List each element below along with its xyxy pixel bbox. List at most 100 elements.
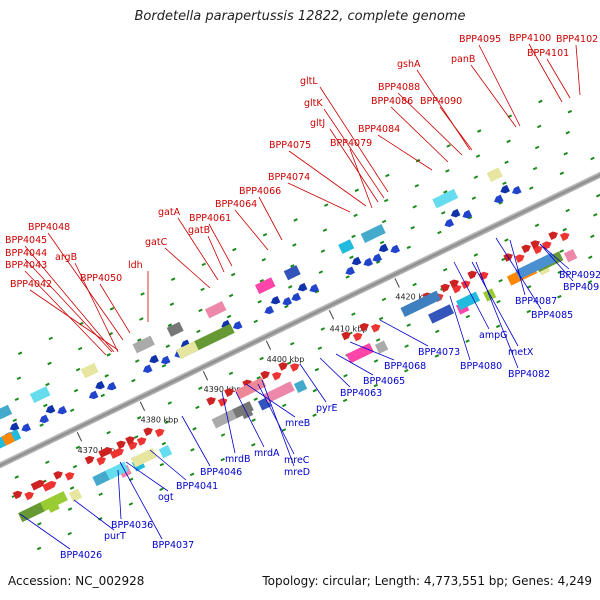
- leader-line-bottom: [181, 415, 211, 467]
- grid-dash: [198, 308, 203, 313]
- gene-label-top: BPP4101: [527, 48, 569, 59]
- gene-label-top: gatC: [145, 237, 168, 248]
- gene-arrow: [116, 440, 126, 450]
- grid-dash: [323, 203, 329, 207]
- grid-dash: [198, 386, 203, 390]
- grid-dash: [495, 324, 501, 329]
- grid-dash: [72, 464, 78, 469]
- leader-line-top: [390, 106, 449, 163]
- grid-dash: [73, 388, 79, 393]
- grid-dash: [476, 129, 482, 133]
- grid-dash: [134, 359, 140, 363]
- grid-dash: [498, 278, 503, 283]
- gene-arrow: [530, 240, 540, 249]
- leader-line-top: [47, 232, 124, 341]
- gene-arrow: [95, 380, 105, 390]
- grid-dash: [106, 353, 111, 357]
- gene-label-top: gatB: [188, 225, 210, 236]
- gene-label-bottom: BPP4063: [340, 388, 382, 399]
- gene-arrow: [352, 332, 363, 342]
- grid-dash: [351, 234, 356, 239]
- leader-line-top: [397, 92, 463, 156]
- gene-block: [0, 404, 13, 420]
- grid-dash: [446, 144, 451, 148]
- gene-block: [176, 341, 199, 359]
- gene-block: [283, 265, 301, 281]
- grid-dash: [318, 270, 324, 274]
- gene-block: [234, 377, 267, 400]
- leader-line-bottom: [509, 239, 526, 296]
- grid-dash: [312, 413, 317, 417]
- map-title: Bordetella parapertussis 12822, complete…: [134, 9, 466, 24]
- gene-arrow: [232, 320, 243, 330]
- grid-dash: [169, 302, 175, 306]
- gene-arrow: [449, 279, 459, 288]
- grid-dash: [137, 338, 142, 342]
- gene-label-bottom: BPP4041: [176, 481, 218, 492]
- grid-dash: [262, 232, 268, 237]
- grid-dash: [67, 531, 72, 536]
- gene-arrow: [260, 370, 270, 380]
- gene-label-bottom: mreB: [285, 418, 310, 429]
- grid-dash: [498, 201, 503, 205]
- gene-label-top: BPP4102: [556, 34, 598, 45]
- leader-line-bottom: [335, 353, 374, 376]
- gene-label-bottom: ogt: [158, 492, 174, 503]
- grid-dash: [596, 193, 600, 198]
- gene-arrow: [149, 354, 159, 364]
- tick-line: [394, 278, 400, 288]
- grid-dash: [406, 245, 412, 250]
- grid-dash: [189, 472, 195, 477]
- genome-axis: [0, 167, 600, 473]
- leader-line-bottom: [449, 295, 471, 361]
- gene-label-top: BPP4095: [459, 34, 501, 45]
- grid-dash: [557, 294, 562, 299]
- grid-dash: [443, 190, 448, 194]
- grid-dash: [345, 275, 350, 279]
- summary-text: Topology: circular; Length: 4,773,551 bp…: [262, 574, 592, 588]
- grid-dash: [590, 156, 595, 161]
- gene-arrow: [143, 427, 153, 437]
- grid-dash: [385, 173, 390, 178]
- grid-dash: [373, 359, 379, 363]
- grid-dash: [593, 213, 598, 217]
- gene-label-top: gshA: [397, 59, 421, 70]
- gene-arrow: [363, 257, 374, 267]
- gene-block: [455, 291, 481, 311]
- gene-label-top: BPP4048: [28, 222, 70, 233]
- gene-label-top: BPP4050: [80, 273, 122, 284]
- leader-line-top: [24, 258, 113, 353]
- grid-dash: [220, 457, 225, 462]
- grid-dash: [587, 280, 593, 284]
- gene-arrow: [359, 323, 369, 332]
- gene-label-top: panB: [451, 54, 475, 65]
- gene-label-top: BPP4074: [268, 172, 310, 183]
- grid-dash: [565, 130, 570, 135]
- grid-dash: [378, 316, 384, 321]
- grid-dash: [506, 139, 511, 144]
- grid-dash: [289, 342, 295, 346]
- gene-arrow: [559, 232, 570, 242]
- gene-block: [338, 239, 355, 254]
- gene-label-bottom: mrdB: [225, 454, 251, 465]
- gene-arrow: [378, 243, 389, 253]
- grid-dash: [45, 460, 50, 465]
- gene-arrow: [136, 437, 147, 446]
- tick-line: [76, 432, 83, 442]
- gene-arrow: [9, 422, 20, 431]
- grid-dash: [441, 211, 446, 215]
- tick-line: [265, 340, 272, 350]
- leader-line-top: [349, 148, 373, 209]
- gene-label-top: BPP4061: [189, 213, 231, 224]
- leader-line-bottom: [119, 461, 163, 540]
- gene-arrow: [53, 471, 63, 480]
- leader-line-top: [207, 235, 225, 273]
- gene-block: [346, 342, 374, 364]
- leader-line-bottom: [379, 319, 429, 347]
- grid-dash: [45, 382, 50, 387]
- gene-arrow: [88, 390, 99, 400]
- gene-arrow: [271, 371, 282, 381]
- grid-dash: [159, 487, 164, 491]
- tick-label: 4410 kbp: [330, 324, 368, 333]
- grid-dash: [353, 213, 358, 218]
